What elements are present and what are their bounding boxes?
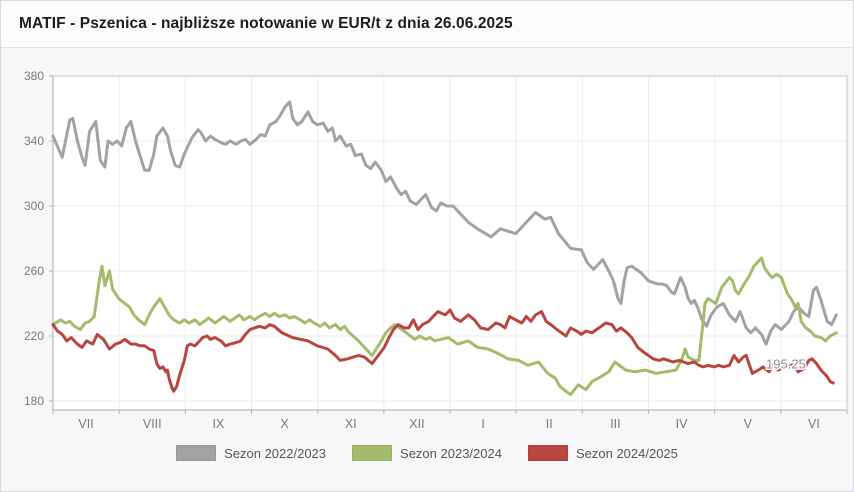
x-tick-label: VIII [143, 417, 162, 431]
legend-label: Sezon 2024/2025 [575, 445, 678, 461]
x-tick-label: III [610, 417, 620, 431]
x-tick-label: IX [213, 417, 225, 431]
y-tick-label: 300 [24, 199, 44, 213]
x-tick-label: VII [78, 417, 93, 431]
y-tick-label: 380 [24, 69, 44, 83]
last-price-label: 195.25 [766, 357, 806, 372]
chart-title: MATIF - Pszenica - najbliższe notowanie … [19, 15, 513, 32]
series-line-sezon-2022-2023 [51, 100, 838, 346]
header: MATIF - Pszenica - najbliższe notowanie … [1, 1, 853, 48]
y-tick-label: 180 [24, 394, 44, 408]
x-tick-label: II [546, 417, 553, 431]
x-tick-label: I [481, 417, 484, 431]
legend-item-sezon-2023-2024[interactable]: Sezon 2023/2024 [352, 445, 502, 461]
x-tick-label: V [744, 417, 753, 431]
legend-swatch-gray [176, 445, 217, 461]
legend-label: Sezon 2023/2024 [400, 445, 502, 461]
y-tick-label: 340 [24, 134, 44, 148]
legend-item-sezon-2022-2023[interactable]: Sezon 2022/2023 [176, 445, 326, 461]
legend: Sezon 2022/2023 Sezon 2023/2024 Sezon 20… [1, 445, 853, 461]
legend-swatch-green [352, 445, 393, 461]
series-line-sezon-2023-2024 [51, 256, 838, 396]
x-tick-label: IV [676, 417, 688, 431]
legend-label: Sezon 2022/2023 [224, 445, 327, 461]
legend-swatch-red [527, 445, 568, 461]
x-tick-label: X [280, 417, 289, 431]
legend-item-sezon-2024-2025[interactable]: Sezon 2024/2025 [527, 445, 678, 461]
x-tick-label: XII [409, 417, 424, 431]
y-tick-label: 260 [24, 264, 44, 278]
axis-ticks [49, 75, 848, 414]
y-tick-label: 220 [24, 329, 44, 343]
series-line-sezon-2024-2025 [51, 308, 835, 393]
x-tick-label: VI [808, 417, 820, 431]
x-tick-label: XI [345, 417, 357, 431]
